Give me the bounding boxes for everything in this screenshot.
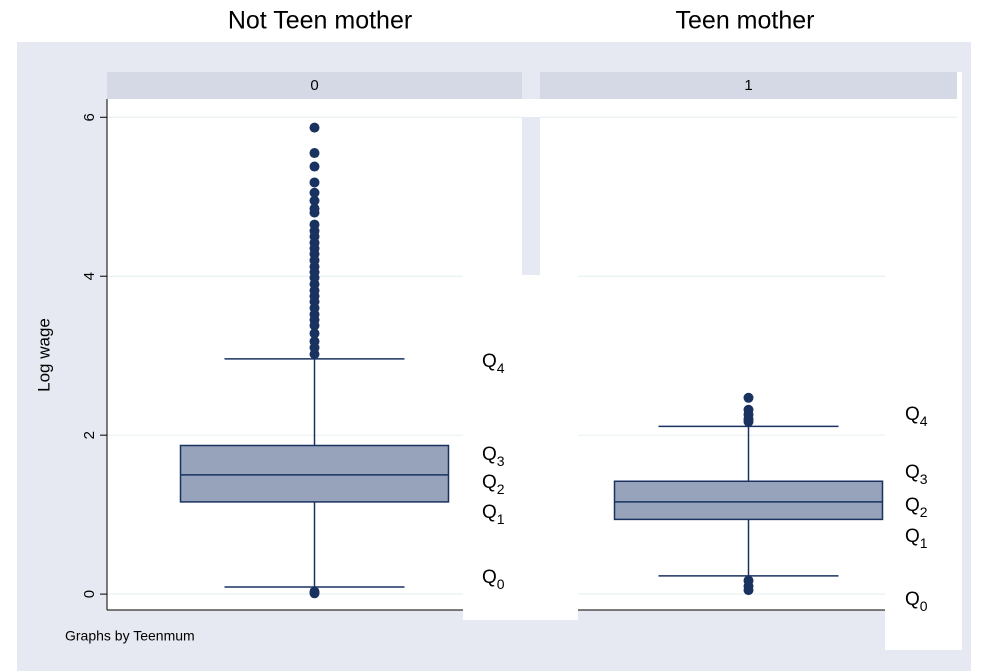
overlay bbox=[957, 72, 962, 142]
panel-title: Not Teen mother bbox=[228, 7, 412, 35]
outlier bbox=[309, 122, 320, 133]
panel-header: 1 bbox=[744, 77, 752, 94]
outlier bbox=[743, 416, 754, 427]
annotation: Q2 bbox=[482, 472, 505, 497]
annotation: Q3 bbox=[905, 462, 928, 487]
annotation-subscript: 4 bbox=[920, 413, 928, 429]
overlay bbox=[885, 142, 962, 650]
annotation-subscript: 4 bbox=[497, 360, 505, 376]
annotation-text: Q bbox=[482, 351, 497, 372]
annotation-subscript: 1 bbox=[497, 511, 505, 527]
y-tick-label: 2 bbox=[81, 431, 98, 439]
overlay bbox=[463, 275, 578, 620]
y-tick-label: 6 bbox=[81, 113, 98, 121]
box bbox=[613, 480, 884, 521]
annotation-text: Q bbox=[905, 462, 920, 483]
annotation: Q2 bbox=[905, 495, 928, 520]
outlier bbox=[743, 585, 754, 596]
outlier bbox=[309, 195, 320, 206]
annotation-subscript: 3 bbox=[497, 453, 505, 469]
outlier bbox=[309, 148, 320, 159]
outlier bbox=[309, 588, 320, 599]
annotation-subscript: 3 bbox=[920, 471, 928, 487]
annotation-text: Q bbox=[482, 472, 497, 493]
annotation-subscript: 0 bbox=[920, 598, 928, 614]
panel-title: Teen mother bbox=[676, 7, 815, 35]
annotation: Q4 bbox=[482, 351, 505, 376]
annotation: Q1 bbox=[905, 526, 928, 551]
outlier bbox=[309, 177, 320, 188]
panel-header: 0 bbox=[310, 77, 318, 94]
overlays bbox=[463, 72, 962, 650]
annotation-text: Q bbox=[482, 502, 497, 523]
annotation-text: Q bbox=[482, 444, 497, 465]
outlier bbox=[309, 349, 320, 360]
annotation-subscript: 2 bbox=[497, 481, 505, 497]
annotation-subscript: 0 bbox=[497, 576, 505, 592]
outlier bbox=[743, 392, 754, 403]
overlay bbox=[522, 99, 540, 117]
annotation-text: Q bbox=[482, 567, 497, 588]
annotation-text: Q bbox=[905, 589, 920, 610]
annotation-text: Q bbox=[905, 404, 920, 425]
panel-header-bg bbox=[540, 72, 957, 99]
box bbox=[179, 444, 450, 503]
outlier bbox=[309, 320, 320, 331]
outlier bbox=[309, 207, 320, 218]
outlier bbox=[309, 161, 320, 172]
annotation: Q4 bbox=[905, 404, 928, 429]
y-tick-label: 0 bbox=[81, 590, 98, 598]
y-axis-label: Log wage bbox=[34, 318, 53, 392]
y-tick-label: 4 bbox=[81, 272, 98, 280]
outlier bbox=[309, 187, 320, 198]
annotation-text: Q bbox=[905, 495, 920, 516]
annotation-subscript: 1 bbox=[920, 535, 928, 551]
annotation-subscript: 2 bbox=[920, 504, 928, 520]
note: Graphs by Teenmum bbox=[65, 628, 195, 644]
annotation: Q1 bbox=[482, 502, 505, 527]
annotation-text: Q bbox=[905, 526, 920, 547]
panel-header-bg bbox=[107, 72, 522, 99]
annotation: Q3 bbox=[482, 444, 505, 469]
annotation: Q0 bbox=[482, 567, 505, 592]
annotation: Q0 bbox=[905, 589, 928, 614]
outlier bbox=[309, 328, 320, 339]
